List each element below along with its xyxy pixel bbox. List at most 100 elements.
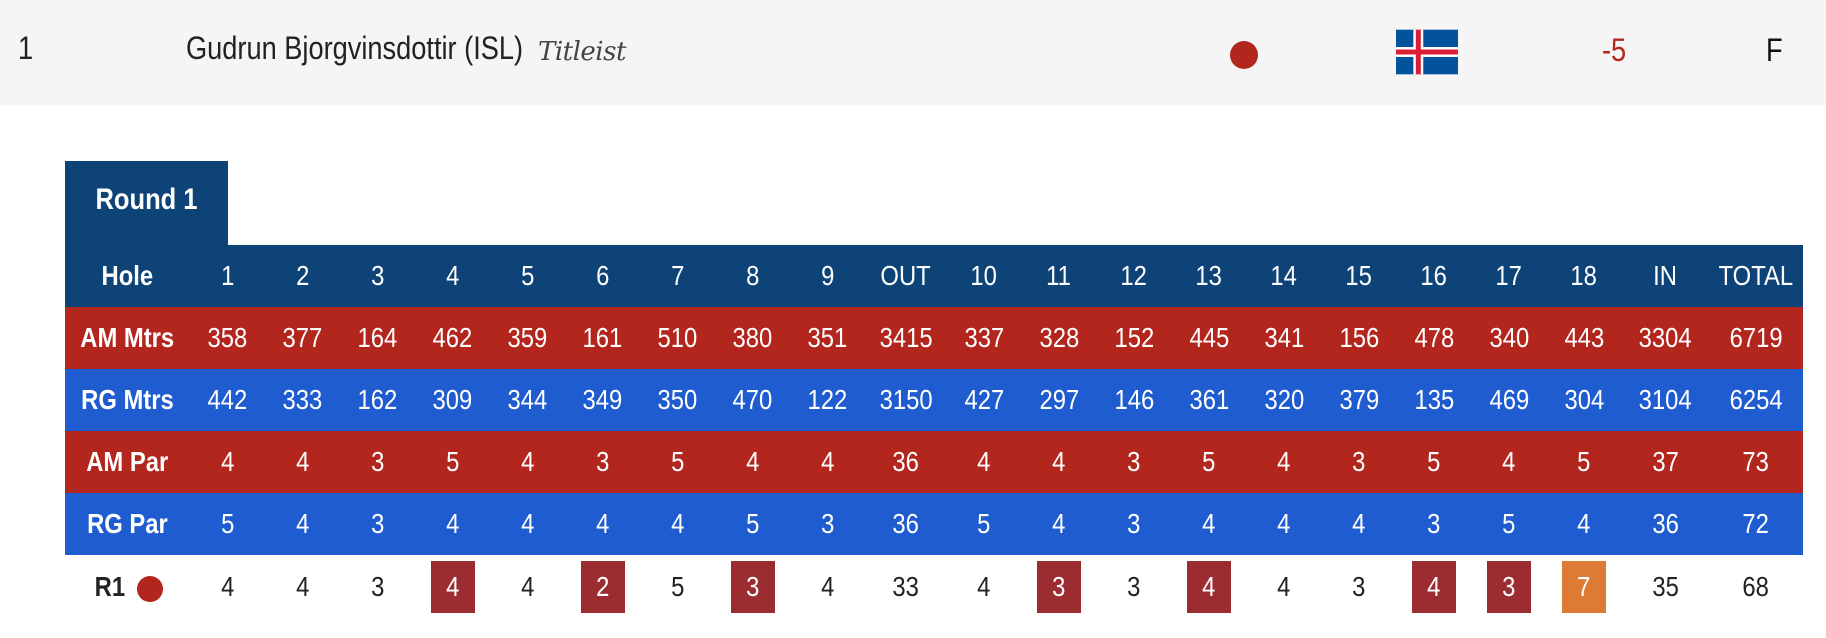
- sponsor-logo: Titleist: [538, 37, 626, 67]
- rg-par-cell: 72: [1709, 493, 1803, 555]
- r1-cell: 7: [1546, 555, 1622, 619]
- rg-mtrs-cell: 349: [565, 369, 641, 431]
- cell-value: 469: [1489, 384, 1529, 415]
- cell-value: 340: [1489, 322, 1529, 353]
- cell-value: 3: [595, 446, 610, 477]
- rg-par-cell: 3: [790, 493, 866, 555]
- am-par-cell: 4: [1021, 431, 1097, 493]
- cell-value: 361: [1189, 384, 1229, 415]
- header-cell: 17: [1471, 245, 1547, 307]
- cell-value: 68: [1742, 571, 1770, 602]
- birdie-box: 3: [730, 561, 775, 613]
- am-mtrs-cell: 443: [1546, 307, 1622, 369]
- rg-par-cell: 3: [1096, 493, 1172, 555]
- header-cell: 2: [265, 245, 341, 307]
- cell-value: 5: [1577, 446, 1591, 477]
- am-par-label: AM Par: [65, 431, 191, 493]
- header-label: Hole: [65, 245, 191, 307]
- cell-value: 8: [746, 260, 760, 291]
- cell-value: 5: [671, 446, 685, 477]
- rg-par-cell: 36: [1621, 493, 1710, 555]
- cell-value: 3104: [1638, 384, 1692, 415]
- am-mtrs-cell: 510: [640, 307, 716, 369]
- r1-cell: 3: [340, 555, 416, 619]
- am-par-cell: 36: [865, 431, 947, 493]
- cell-value: 5: [445, 446, 460, 477]
- header-cell: 13: [1171, 245, 1247, 307]
- tab-round-1[interactable]: Round 1: [65, 161, 228, 245]
- header-cell: 11: [1021, 245, 1097, 307]
- header-cell: OUT: [865, 245, 947, 307]
- cell-value: 18: [1570, 260, 1598, 291]
- am-mtrs-cell: 445: [1171, 307, 1247, 369]
- cell-value: 72: [1742, 508, 1770, 539]
- cell-value: 3: [746, 571, 760, 602]
- cell-value: 5: [220, 508, 235, 539]
- cell-value: 15: [1345, 260, 1373, 291]
- rg-mtrs-cell: 333: [265, 369, 341, 431]
- cell-value: 351: [807, 322, 848, 353]
- am-mtrs-cell: 358: [190, 307, 266, 369]
- cell-value: 9: [821, 260, 835, 291]
- row-label: AM Par: [86, 446, 169, 477]
- rg-par-cell: 4: [1321, 493, 1397, 555]
- cell-value: 4: [220, 571, 235, 602]
- rg-par-cell: 3: [340, 493, 416, 555]
- cell-value: 445: [1189, 322, 1229, 353]
- am-mtrs-cell: 337: [946, 307, 1022, 369]
- cell-value: 4: [1202, 508, 1216, 539]
- cell-value: 122: [807, 384, 848, 415]
- cell-value: 328: [1039, 322, 1079, 353]
- am-par-cell: 3: [1321, 431, 1397, 493]
- r1-cell: 4: [190, 555, 266, 619]
- cell-value: 14: [1270, 260, 1298, 291]
- round-status-dot-icon: [137, 575, 164, 602]
- cell-value: 164: [357, 322, 398, 353]
- cell-value: 7: [1577, 571, 1591, 602]
- player-name[interactable]: Gudrun Bjorgvinsdottir (ISL): [186, 30, 524, 66]
- rg-par-cell: 4: [415, 493, 491, 555]
- cell-value: 3: [1127, 571, 1141, 602]
- header-cell: 18: [1546, 245, 1622, 307]
- rg-par-cell: 4: [265, 493, 341, 555]
- cell-value: 16: [1420, 260, 1448, 291]
- player-row[interactable]: 1 Gudrun Bjorgvinsdottir (ISL) Titleist …: [0, 0, 1826, 105]
- header-cell: 6: [565, 245, 641, 307]
- row-label: RG Mtrs: [81, 384, 174, 415]
- iceland-flag-icon: [1396, 29, 1458, 75]
- rg-mtrs-cell: 6254: [1709, 369, 1803, 431]
- cell-value: 33: [892, 571, 920, 602]
- r1-cell: 5: [640, 555, 716, 619]
- cell-value: 7: [671, 260, 685, 291]
- am-par-cell: 5: [1396, 431, 1472, 493]
- cell-value: 5: [1427, 446, 1441, 477]
- am-par-cell: 73: [1709, 431, 1803, 493]
- cell-value: 4: [1277, 508, 1291, 539]
- rg-par-cell: 3: [1396, 493, 1472, 555]
- cell-value: 135: [1414, 384, 1454, 415]
- rg-mtrs-cell: 470: [715, 369, 791, 431]
- am-mtrs-cell: 156: [1321, 307, 1397, 369]
- rg-mtrs-cell: 350: [640, 369, 716, 431]
- header-cell: 5: [490, 245, 566, 307]
- header-cell: 9: [790, 245, 866, 307]
- header-cell: 14: [1246, 245, 1322, 307]
- am-par-row: AM Par 4 4 3 5 4 3 5 4 4 36 4 4 3 5 4 3 5 4 5 37 73: [65, 431, 1803, 493]
- am-par-cell: 37: [1621, 431, 1710, 493]
- cell-value: 341: [1264, 322, 1304, 353]
- cell-value: 4: [520, 571, 535, 602]
- cell-value: 4: [1277, 571, 1291, 602]
- cell-value: 427: [964, 384, 1004, 415]
- rg-mtrs-cell: 344: [490, 369, 566, 431]
- header-cell: TOTAL: [1709, 245, 1803, 307]
- cell-value: 309: [432, 384, 473, 415]
- r1-cell: 4: [1396, 555, 1472, 619]
- cell-value: 152: [1114, 322, 1154, 353]
- cell-value: 5: [520, 260, 535, 291]
- cell-value: 4: [295, 571, 310, 602]
- row-label: AM Mtrs: [80, 322, 175, 353]
- player-score: -5: [1602, 32, 1627, 68]
- cell-value: 12: [1120, 260, 1148, 291]
- cell-value: 3415: [879, 322, 933, 353]
- r1-cell: 3: [1321, 555, 1397, 619]
